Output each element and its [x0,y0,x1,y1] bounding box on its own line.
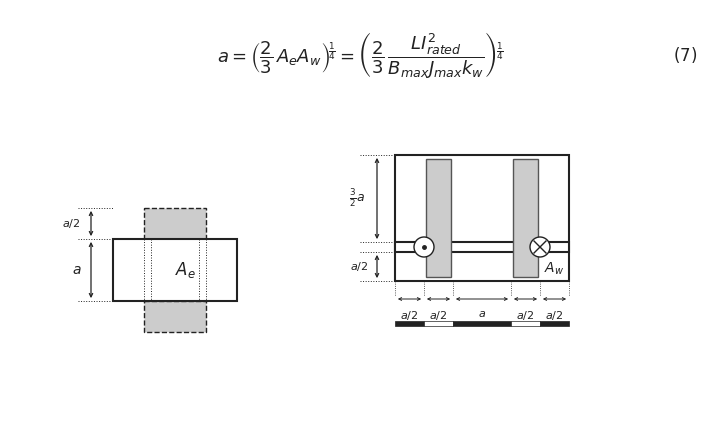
Text: $a/2$: $a/2$ [62,217,80,230]
Bar [513,159,538,277]
Bar [540,321,569,326]
Text: $A_w$: $A_w$ [544,261,564,277]
Bar [113,239,237,301]
Text: $a = \left(\dfrac{2}{3}\,A_e A_w\right)^{\!\frac{1}{4}} = \left(\dfrac{2}{3}\,\d: $a = \left(\dfrac{2}{3}\,A_e A_w\right)^… [216,30,503,80]
Bar [395,321,424,326]
Text: $A_e$: $A_e$ [175,260,196,280]
Bar [453,321,511,326]
Bar [144,208,206,239]
Circle shape [414,237,434,257]
Text: $a$: $a$ [72,263,82,277]
Text: $a/2$: $a/2$ [516,309,535,322]
Bar [395,242,569,252]
Text: $a/2$: $a/2$ [546,309,564,322]
Bar [424,321,453,326]
Text: $a/2$: $a/2$ [400,309,418,322]
Text: $\frac{3}{2}a$: $\frac{3}{2}a$ [349,187,365,209]
Bar [144,301,206,332]
Text: $(7)$: $(7)$ [673,45,697,65]
Circle shape [530,237,550,257]
Text: $a/2$: $a/2$ [350,260,368,273]
Bar [395,155,569,281]
Text: $a$: $a$ [478,309,486,319]
Bar [511,321,540,326]
Text: $a/2$: $a/2$ [429,309,448,322]
Bar [426,159,451,277]
